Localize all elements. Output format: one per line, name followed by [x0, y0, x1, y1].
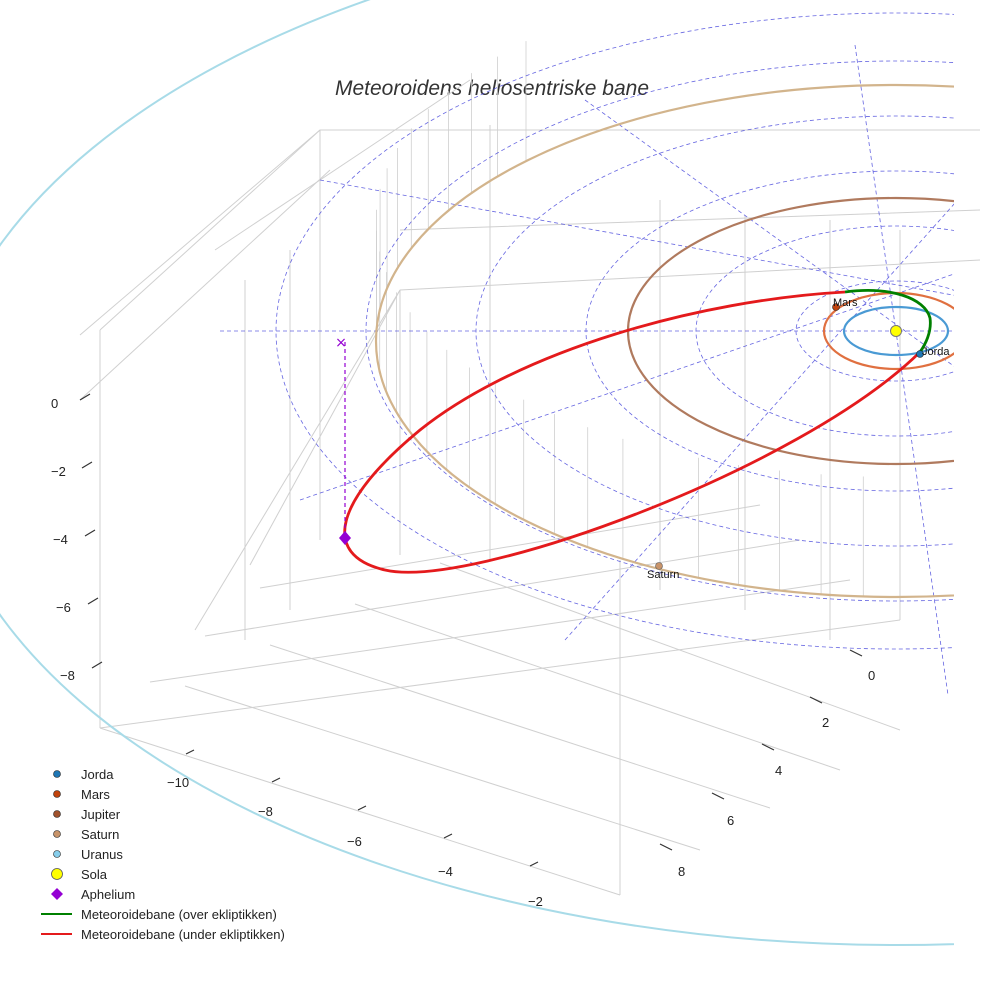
meteoroid-orbit-below	[343, 290, 921, 574]
legend-label: Meteoroidebane (under ekliptikken)	[81, 927, 285, 942]
y-tick-label: 0	[868, 668, 875, 683]
mars-marker	[832, 303, 840, 311]
aphelion-marker	[339, 531, 351, 545]
meteoroid-orbit-above	[844, 289, 932, 353]
ecliptic-grid-spoke	[299, 273, 954, 501]
y-axis: 0 2 4 6 8	[659, 649, 875, 879]
legend-marker-uranus	[53, 850, 61, 858]
legend: Jorda Mars Jupiter Saturn Uranus Sola Ap…	[41, 767, 285, 942]
legend-label: Jupiter	[81, 807, 121, 822]
y-tick-label: 6	[727, 813, 734, 828]
y-tick-label: 2	[822, 715, 829, 730]
legend-label: Aphelium	[81, 887, 135, 902]
ecliptic-grid-spoke	[564, 203, 954, 641]
x-axis: −10 −8 −6 −4 −2	[167, 749, 543, 909]
saturn-marker	[655, 562, 663, 570]
ecliptic-grid-spoke	[584, 99, 954, 367]
earth-marker	[916, 350, 924, 358]
x-tick-label: −2	[528, 894, 543, 909]
legend-label: Jorda	[81, 767, 114, 782]
sun-marker	[890, 325, 902, 337]
chart-title: Meteoroidens heliosentriske bane	[335, 77, 649, 100]
axis-box-grid	[79, 79, 981, 896]
z-tick-label: 0	[51, 396, 58, 411]
ecliptic-reference-grid	[220, 12, 954, 696]
legend-marker-mars	[53, 790, 61, 798]
legend-label: Uranus	[81, 847, 123, 862]
legend-label: Mars	[81, 787, 110, 802]
x-tick-label: −8	[258, 804, 273, 819]
x-tick-label: −4	[438, 864, 453, 879]
legend-marker-aphelium	[51, 888, 63, 900]
z-tick-label: −2	[51, 464, 66, 479]
uranus-orbit	[0, 0, 954, 946]
legend-marker-saturn	[53, 830, 61, 838]
z-axis: 0 −2 −4 −6 −8	[51, 393, 103, 683]
z-tick-label: −4	[53, 532, 68, 547]
saturn-orbit	[375, 83, 954, 599]
z-tick-label: −8	[60, 668, 75, 683]
y-tick-label: 4	[775, 763, 782, 778]
y-tick-label: 8	[678, 864, 685, 879]
legend-label: Sola	[81, 867, 108, 882]
legend-label: Saturn	[81, 827, 119, 842]
z-tick-label: −6	[56, 600, 71, 615]
ecliptic-grid-spoke	[854, 44, 949, 696]
saturn-label: Saturn	[647, 569, 679, 581]
x-tick-label: −6	[347, 834, 362, 849]
legend-label: Meteoroidebane (over ekliptikken)	[81, 907, 277, 922]
ecliptic-grid-ring	[365, 60, 954, 602]
earth-label: Jorda	[922, 346, 950, 358]
legend-marker-sola	[51, 868, 63, 880]
legend-marker-jorda	[53, 770, 61, 778]
earth-orbit	[842, 305, 950, 357]
aphelion-projection-marker: ×	[335, 335, 347, 351]
ecliptic-grid-ring	[585, 170, 954, 492]
mars-label: Mars	[833, 297, 858, 309]
x-tick-label: −10	[167, 775, 189, 790]
legend-marker-jupiter	[53, 810, 61, 818]
